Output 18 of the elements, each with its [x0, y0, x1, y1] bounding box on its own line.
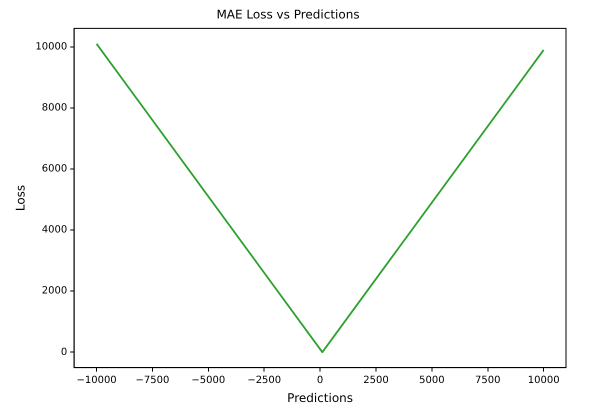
x-tick-label: 10000 [528, 375, 560, 386]
x-tick-label: 0 [316, 375, 324, 386]
y-tick-label: 10000 [35, 41, 68, 52]
x-tick-label: −7500 [136, 375, 170, 386]
x-tick-label: 7500 [475, 375, 500, 386]
y-tick-label: 8000 [42, 102, 68, 114]
x-tick-label: 5000 [419, 375, 445, 386]
x-tick-label: −10000 [76, 375, 117, 386]
x-axis-title: Predictions [287, 390, 354, 405]
y-tick-label: 6000 [42, 164, 68, 175]
y-axis-title: Loss [13, 184, 28, 212]
y-tick-label: 0 [60, 346, 68, 358]
chart-title: MAE Loss vs Predictions [216, 7, 360, 22]
x-tick-label: −5000 [191, 375, 226, 386]
x-tick-label: 2500 [363, 375, 389, 386]
y-tick-label: 2000 [42, 286, 68, 297]
x-tick-label: −2500 [247, 375, 282, 386]
y-tick-label: 4000 [42, 224, 68, 236]
